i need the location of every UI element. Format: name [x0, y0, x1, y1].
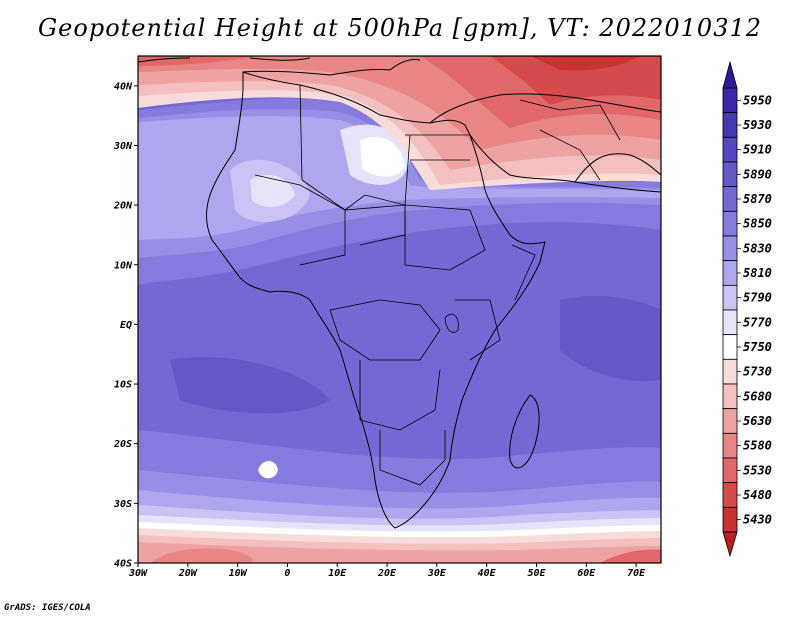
- lon-tick-label: 40E: [478, 568, 497, 579]
- colorbar-label: 5750: [743, 340, 772, 354]
- colorbar-swatch: [722, 112, 738, 138]
- colorbar-label: 5950: [743, 93, 772, 107]
- border-line: [329, 299, 441, 361]
- lat-tick-label: EQ: [120, 320, 132, 331]
- lat-tick-label: 40N: [114, 81, 133, 92]
- colorbar-label: 5630: [743, 414, 772, 428]
- colorbar-label: 5680: [743, 389, 772, 403]
- colorbar: 5950 5930 5910 5890 5870 5850 5830 5810 5790 5770…: [722, 60, 772, 558]
- field-band: [258, 461, 278, 479]
- field-band: [360, 137, 405, 177]
- field-band: [490, 56, 661, 105]
- lake-victoria: [444, 313, 459, 333]
- field-band: [530, 56, 640, 71]
- lon-tick-label: 20W: [178, 568, 198, 579]
- lat-tick-label: 40S: [114, 559, 132, 570]
- colorbar-swatch: [722, 506, 738, 533]
- lon-tick-label: 60E: [577, 568, 596, 579]
- colorbar-bottom-arrow: [722, 531, 738, 558]
- colorbar-swatch: [722, 358, 738, 385]
- colorbar-swatch: [722, 161, 738, 188]
- lon-tick-label: 20E: [377, 568, 397, 579]
- field-band: [138, 542, 661, 563]
- colorbar-label: 5530: [743, 463, 772, 477]
- colorbar-label: 5830: [743, 241, 772, 255]
- colorbar-label: 5850: [743, 217, 772, 231]
- field-band: [250, 175, 295, 207]
- credit-label: GrADS: IGES/COLA: [4, 603, 91, 613]
- mediterranean-coastline: [242, 59, 421, 76]
- lon-tick-label: 10W: [229, 568, 248, 579]
- lat-tick-label: 30N: [113, 141, 133, 152]
- field-band: [600, 549, 661, 563]
- colorbar-label: 5890: [743, 167, 772, 181]
- colorbar-swatch: [722, 334, 738, 360]
- field-band: [560, 295, 661, 381]
- colorbar-label: 5730: [743, 365, 772, 379]
- colorbar-label: 5790: [743, 291, 772, 305]
- lon-tick-label: 0: [284, 568, 290, 579]
- colorbar-swatch: [722, 136, 738, 163]
- colorbar-swatch: [722, 383, 738, 410]
- colorbar-label: 5480: [743, 488, 772, 502]
- colorbar-label: 5870: [743, 192, 772, 206]
- field-band: [170, 356, 330, 414]
- colorbar-swatch: [722, 210, 738, 237]
- lat-tick-label: 30S: [113, 499, 132, 510]
- colorbar-label: 5910: [743, 143, 772, 157]
- gulf-coastline: [574, 153, 661, 183]
- colorbar-swatch: [722, 235, 738, 262]
- colorbar-swatch: [722, 457, 738, 484]
- lat-tick-label: 20N: [113, 201, 133, 212]
- lon-tick-label: 10E: [328, 568, 347, 579]
- lon-tick-label: 30W: [128, 568, 148, 579]
- colorbar-label: 5930: [743, 118, 772, 132]
- field-band: [150, 548, 253, 563]
- asia-coastline: [429, 93, 661, 124]
- border-line: [359, 360, 441, 431]
- colorbar-label: 5810: [743, 266, 772, 280]
- colorbar-swatch: [722, 260, 738, 286]
- border-line: [405, 134, 470, 161]
- longitude-axis: 30W 20W 10W 0 10E 20E 30E 40E 50E 60E 70E: [128, 563, 646, 579]
- colorbar-label: 5430: [743, 513, 772, 527]
- lon-tick-label: 50E: [527, 568, 546, 579]
- border-line: [455, 299, 501, 361]
- colorbar-label: 5770: [743, 315, 772, 329]
- arabia-coastline: [469, 134, 661, 193]
- europe-coastline: [138, 57, 311, 63]
- map-title: Geopotential Height at 500hPa [gpm], VT:…: [38, 14, 762, 42]
- plot-frame: [137, 55, 662, 564]
- colorbar-swatch: [722, 284, 738, 311]
- border-line: [519, 99, 621, 181]
- lon-tick-label: 70E: [627, 568, 646, 579]
- colorbar-swatch: [722, 87, 738, 114]
- colorbar-label: 5580: [743, 439, 772, 453]
- colorbar-swatch: [722, 408, 738, 434]
- border-line: [379, 430, 446, 486]
- colorbar-top-arrow: [722, 60, 738, 89]
- lat-tick-label: 20S: [113, 439, 132, 450]
- country-borders: [254, 84, 621, 486]
- africa-coastline: [206, 71, 546, 529]
- colorbar-swatch: [722, 432, 738, 459]
- border-line: [511, 244, 536, 301]
- latitude-axis: 40N 30N 20N 10N EQ 10S 20S 30S 40S: [113, 81, 138, 570]
- lon-tick-label: 30E: [427, 568, 447, 579]
- border-line: [404, 204, 486, 271]
- height-field: [138, 56, 661, 563]
- lat-tick-label: 10S: [114, 380, 132, 391]
- coastlines: [138, 57, 661, 529]
- colorbar-swatch: [722, 186, 738, 212]
- colorbar-swatch: [722, 309, 738, 336]
- madagascar-coastline: [509, 394, 540, 469]
- lat-tick-label: 10N: [114, 260, 133, 271]
- colorbar-swatch: [722, 482, 738, 508]
